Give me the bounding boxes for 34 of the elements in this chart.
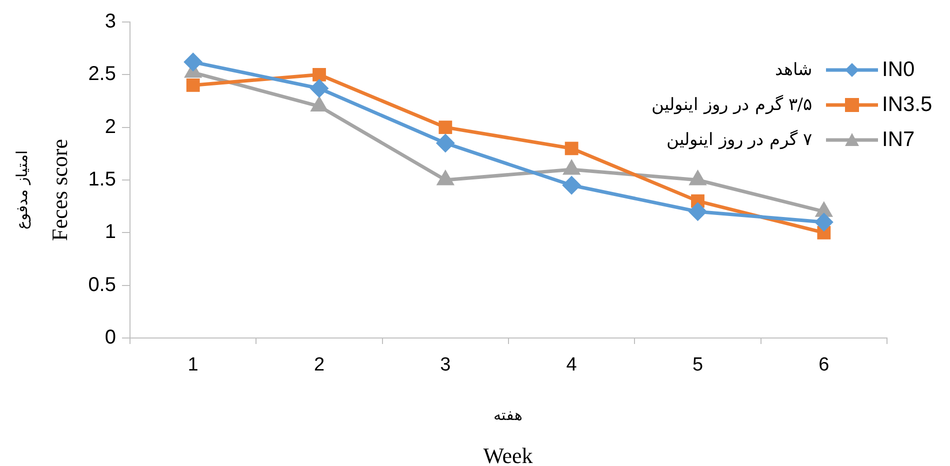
x-tick-label: 2 — [314, 354, 325, 376]
point — [815, 213, 833, 231]
point — [436, 134, 454, 152]
y-tick-label: 2.5 — [88, 63, 116, 86]
point — [184, 53, 202, 71]
annotation: ۳/۵ گرم در روز اینولین — [652, 94, 812, 115]
annotation: شاهد — [775, 59, 812, 80]
x-tick-label: 5 — [692, 354, 704, 376]
y-tick-label: 2 — [104, 116, 116, 138]
x-tick-label: 3 — [440, 354, 451, 376]
legend-label: IN3.5 — [882, 92, 934, 116]
point — [311, 98, 328, 112]
point — [689, 202, 706, 220]
x-axis-title: Week — [483, 443, 533, 466]
point — [564, 142, 578, 156]
x-tick-label: 1 — [188, 354, 198, 376]
legend-label: IN7 — [882, 128, 916, 152]
x-tick-label: 6 — [818, 354, 830, 376]
text: هفته — [494, 406, 522, 424]
point — [312, 68, 326, 82]
legend-label: IN0 — [882, 58, 916, 82]
y-tick-label: 0.5 — [88, 274, 116, 296]
y-axis-title: Feces score — [47, 138, 73, 242]
text: امتیاز مدفوع — [13, 150, 31, 230]
point — [438, 120, 452, 134]
point — [310, 80, 328, 98]
y-tick-label: 1.5 — [88, 168, 116, 191]
point — [562, 176, 580, 194]
y-tick-label: 3 — [104, 10, 116, 33]
point — [186, 78, 200, 92]
x-tick-label: 4 — [566, 354, 578, 376]
y-tick-label: 0 — [104, 326, 116, 349]
annotation: ۷ گرم در روز اینولین — [666, 129, 812, 150]
y-tick-label: 1 — [104, 221, 116, 244]
